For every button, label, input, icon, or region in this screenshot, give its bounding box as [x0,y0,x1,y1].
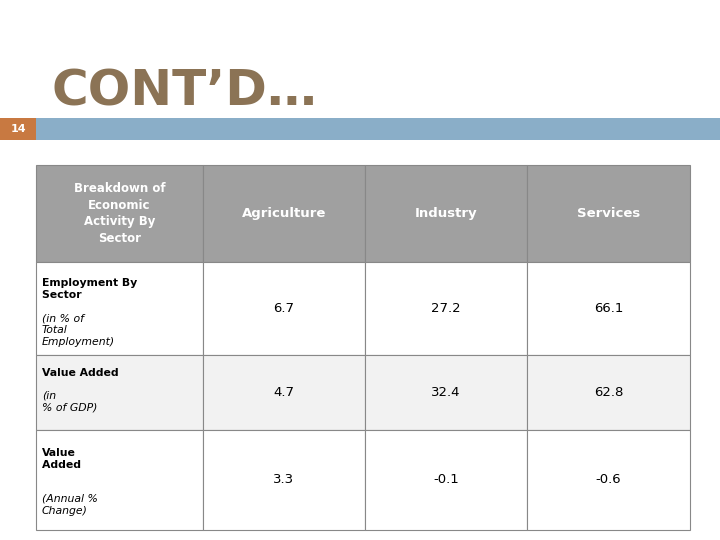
Text: Services: Services [577,207,640,220]
Bar [0,118,720,140]
Text: (Annual %
Change): (Annual % Change) [42,494,98,516]
Text: Value
Added: Value Added [42,448,85,470]
Text: 27.2: 27.2 [431,302,461,315]
Bar [203,262,365,355]
Bar [365,430,527,530]
Text: Breakdown of
Economic
Activity By
Sector: Breakdown of Economic Activity By Sector [73,182,165,245]
Text: -0.1: -0.1 [433,474,459,487]
Bar [365,262,527,355]
Text: 66.1: 66.1 [594,302,624,315]
Text: Employment By
Sector: Employment By Sector [42,279,138,300]
Text: (in
% of GDP): (in % of GDP) [42,390,97,412]
Text: (in % of
Total
Employment): (in % of Total Employment) [42,313,115,347]
Bar [203,165,365,262]
Bar [36,165,203,262]
Text: Value Added: Value Added [42,368,122,378]
Text: 3.3: 3.3 [274,474,294,487]
Bar [527,262,690,355]
Bar [527,355,690,430]
Bar [527,430,690,530]
Text: Agriculture: Agriculture [242,207,326,220]
Text: 62.8: 62.8 [594,386,624,399]
Text: CONT’D…: CONT’D… [52,68,318,116]
Bar [36,430,203,530]
Text: -0.6: -0.6 [595,474,621,487]
Bar [203,430,365,530]
Bar [365,355,527,430]
Bar [36,355,203,430]
Bar [365,165,527,262]
Bar [36,262,203,355]
Bar [203,355,365,430]
Bar [0,118,36,140]
Text: 4.7: 4.7 [274,386,294,399]
Bar [527,165,690,262]
Text: 14: 14 [10,124,26,134]
Text: 6.7: 6.7 [274,302,294,315]
Text: Industry: Industry [415,207,477,220]
Text: 32.4: 32.4 [431,386,461,399]
